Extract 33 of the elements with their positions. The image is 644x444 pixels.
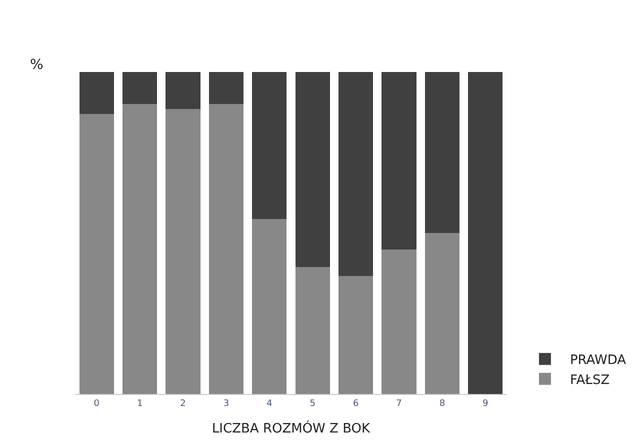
bar <box>382 250 416 394</box>
bar <box>468 72 503 394</box>
x-axis-title: LICZBA ROZMÓW Z BOK <box>212 419 371 436</box>
bar <box>252 219 287 394</box>
x-tick-label: 2 <box>180 398 186 409</box>
bar <box>208 104 244 394</box>
bar <box>382 72 416 250</box>
x-tick-label: 4 <box>266 398 273 409</box>
x-tick-label: 8 <box>439 398 446 409</box>
bar <box>424 72 460 233</box>
bar <box>122 72 158 104</box>
x-tick-label: 7 <box>396 398 402 409</box>
bar <box>166 108 200 394</box>
bar <box>252 72 287 220</box>
x-tick-label: 0 <box>94 398 100 409</box>
bar <box>79 114 114 394</box>
x-tick-label: 1 <box>136 398 143 409</box>
bar <box>338 276 374 394</box>
x-tick-label: 3 <box>223 398 230 409</box>
bar <box>295 72 330 267</box>
x-tick-label: 6 <box>352 398 359 409</box>
bar <box>122 104 158 394</box>
legend-label: PRAWDA <box>570 353 626 368</box>
legend-label: FAŁSZ <box>570 372 610 388</box>
bar <box>424 232 460 394</box>
y-axis-title: % <box>30 57 44 73</box>
bar <box>295 266 330 394</box>
bar <box>338 72 374 276</box>
bar <box>208 72 244 104</box>
x-tick-label: 5 <box>310 398 316 409</box>
x-tick-label: 9 <box>482 398 489 409</box>
bar <box>166 72 200 109</box>
bar <box>79 72 114 114</box>
